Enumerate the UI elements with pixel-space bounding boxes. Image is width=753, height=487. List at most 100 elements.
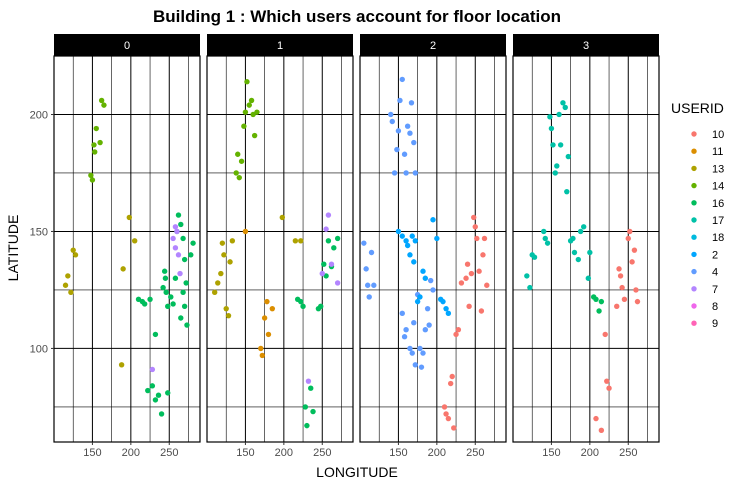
data-point	[598, 427, 605, 434]
data-point	[141, 301, 148, 307]
data-point	[484, 282, 490, 288]
data-point	[631, 247, 638, 253]
data-point	[481, 235, 488, 242]
data-point	[279, 214, 286, 221]
data-point	[172, 275, 179, 281]
legend-label: 14	[712, 181, 724, 193]
data-point	[407, 130, 413, 136]
x-tick-label: 200	[581, 447, 599, 459]
data-point	[254, 109, 260, 115]
data-point	[629, 259, 635, 265]
data-point	[261, 315, 268, 321]
data-point	[557, 142, 564, 148]
data-point	[587, 249, 593, 256]
data-point	[411, 139, 417, 146]
data-point	[366, 294, 372, 300]
data-point	[168, 294, 174, 300]
legend-label: 7	[712, 284, 718, 296]
data-point	[580, 224, 587, 230]
data-point	[178, 221, 184, 228]
facet-label: 3	[583, 40, 589, 52]
legend-key	[691, 320, 697, 326]
data-point	[634, 298, 641, 305]
data-point	[463, 275, 469, 281]
data-point	[403, 170, 409, 176]
data-point	[412, 238, 419, 244]
facet-panel-1: 1 150 200 250	[206, 34, 354, 459]
data-point	[440, 298, 446, 305]
data-point	[474, 235, 480, 242]
data-point	[298, 238, 304, 244]
data-point	[426, 322, 432, 328]
data-point	[165, 303, 171, 310]
data-point	[420, 268, 426, 274]
y-tick-label: 150	[30, 226, 48, 238]
data-point	[399, 233, 405, 239]
panel-background	[207, 56, 353, 442]
legend-item-18: 18	[691, 232, 724, 244]
legend-item-14: 14	[691, 181, 724, 193]
panel-background	[54, 56, 200, 442]
data-point	[265, 331, 272, 338]
data-point	[394, 146, 400, 153]
data-point	[62, 282, 69, 288]
data-point	[412, 170, 419, 176]
data-point	[170, 301, 176, 307]
data-point	[443, 305, 449, 312]
data-point	[221, 252, 227, 258]
data-point	[145, 387, 151, 394]
x-tick-label: 150	[389, 447, 407, 459]
data-point	[544, 240, 551, 246]
legend-key	[691, 182, 697, 189]
legend-label: 13	[712, 163, 724, 175]
data-point	[181, 256, 188, 263]
data-point	[328, 261, 335, 267]
data-point	[149, 383, 156, 389]
x-tick-label: 150	[83, 447, 101, 459]
data-point	[401, 151, 408, 157]
data-point	[177, 270, 183, 277]
data-point	[527, 284, 533, 291]
data-point	[403, 327, 409, 333]
data-point	[158, 411, 165, 417]
legend-item-2: 2	[691, 249, 718, 261]
legend-label: 4	[712, 267, 718, 279]
legend-item-10: 10	[691, 129, 724, 141]
data-point	[175, 252, 182, 258]
facet-panel-2: 2 150 200 250	[359, 34, 507, 459]
data-point	[547, 114, 553, 120]
data-point	[399, 310, 405, 317]
series-user-14-facet-1	[233, 79, 260, 181]
data-point	[178, 315, 184, 321]
data-point	[480, 252, 486, 258]
y-tick-label: 100	[30, 343, 48, 355]
x-tick-label: 150	[236, 447, 254, 459]
data-point	[619, 284, 625, 291]
series-user-2-facet-2	[395, 217, 452, 317]
legend-key	[691, 286, 697, 292]
data-point	[408, 100, 415, 106]
data-point	[170, 235, 176, 242]
panel-border	[206, 55, 354, 443]
data-point	[89, 177, 96, 183]
data-point	[606, 385, 612, 391]
data-point	[101, 102, 107, 108]
facet-strip	[54, 34, 200, 56]
data-point	[304, 422, 310, 429]
data-point	[411, 319, 417, 326]
facet-label: 0	[124, 40, 130, 52]
data-point	[614, 303, 620, 310]
data-point	[300, 303, 306, 310]
data-point	[548, 125, 555, 132]
data-point	[391, 170, 398, 176]
data-point	[163, 289, 169, 295]
data-point	[627, 228, 633, 235]
series-user-16-facet-0	[135, 212, 196, 417]
series-user-13-facet-1	[279, 214, 304, 244]
data-point	[468, 270, 475, 277]
data-point	[302, 404, 309, 410]
series-user-14-facet-0	[88, 97, 107, 183]
data-point	[181, 303, 188, 310]
data-point	[321, 261, 327, 267]
data-point	[616, 266, 622, 272]
